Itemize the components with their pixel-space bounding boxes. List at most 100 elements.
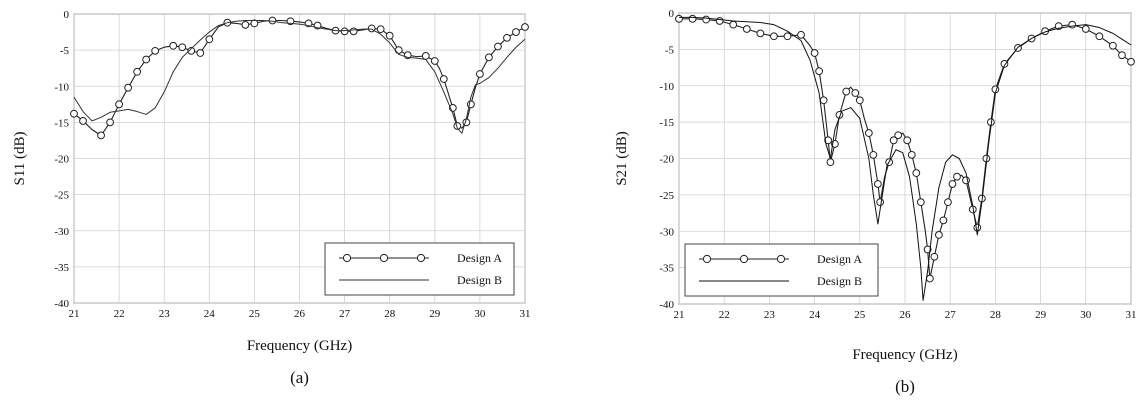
legend-marker-swatch — [739, 254, 749, 264]
x-tick-label: 23 — [159, 308, 171, 320]
data-point-marker — [494, 42, 502, 51]
data-point-marker — [873, 180, 882, 188]
y-tick-label: -20 — [54, 154, 69, 166]
data-point-marker — [815, 67, 824, 76]
y-tick-label: -25 — [54, 190, 69, 202]
data-point-marker — [894, 131, 903, 140]
x-tick-label: 21 — [674, 309, 685, 321]
data-point-marker — [340, 27, 349, 36]
y-tick-label: -30 — [659, 226, 674, 238]
data-point-marker — [903, 136, 912, 145]
panel-label: (a) — [290, 368, 309, 387]
legend-label: Design B — [817, 274, 862, 288]
data-point-marker — [851, 89, 860, 97]
y-tick-label: -35 — [659, 263, 674, 275]
data-point-marker — [715, 17, 724, 25]
legend-marker-swatch — [702, 254, 712, 264]
data-point-marker — [810, 49, 819, 57]
data-point-marker — [819, 96, 828, 105]
data-point-marker — [250, 19, 259, 28]
data-point-marker — [912, 169, 921, 177]
data-point-marker — [70, 109, 78, 118]
y-axis-label: S21 (dB) — [614, 131, 630, 186]
legend-box — [324, 242, 515, 296]
y-tick-label: -35 — [54, 262, 69, 274]
x-tick-label: 23 — [764, 309, 776, 321]
data-point-marker — [675, 14, 683, 23]
x-axis-label: Frequency (GHz) — [247, 338, 352, 354]
data-point-marker — [115, 100, 123, 109]
data-point-marker — [439, 75, 448, 83]
chart-panel-b: 21 22 23 24 25 26 27 28 29 30 31 0 -5 -10 -15 -20 -25 -30… — [614, 8, 1137, 396]
data-point-marker — [702, 15, 711, 24]
x-tick-label: 24 — [809, 309, 821, 321]
legend-label: Design A — [817, 252, 862, 266]
data-point-marker — [1127, 57, 1135, 66]
data-point-marker — [503, 33, 511, 42]
data-point-marker — [889, 136, 898, 145]
y-tick-label: 0 — [64, 9, 70, 21]
y-tick-label: -25 — [659, 190, 674, 202]
data-point-marker — [349, 27, 358, 36]
legend-label: Design A — [457, 251, 502, 265]
legend-marker-swatch — [776, 254, 786, 264]
data-point-marker — [729, 20, 738, 29]
data-point-marker — [864, 129, 873, 137]
data-point-marker — [1068, 20, 1077, 29]
y-tick-label: -15 — [659, 117, 674, 129]
data-point-marker — [916, 198, 925, 207]
data-point-marker — [876, 198, 885, 207]
data-point-marker — [948, 180, 957, 188]
data-point-marker — [930, 252, 939, 261]
x-tick-label: 22 — [114, 308, 125, 320]
y-tick-label: -20 — [659, 154, 674, 166]
data-point-marker — [521, 23, 529, 31]
data-point-marker — [869, 150, 878, 159]
data-point-marker — [241, 20, 250, 29]
x-tick-label: 25 — [249, 308, 261, 320]
data-point-marker — [855, 96, 864, 105]
x-tick-label: 31 — [520, 308, 531, 320]
data-point-marker — [79, 117, 87, 125]
y-tick-label: -5 — [665, 44, 675, 56]
x-tick-label: 24 — [204, 308, 216, 320]
x-tick-label: 26 — [900, 309, 912, 321]
x-axis-label: Frequency (GHz) — [852, 347, 957, 363]
legend-marker-swatch — [416, 253, 426, 263]
data-point-marker — [376, 25, 385, 34]
x-tick-label: 28 — [990, 309, 1002, 321]
data-point-marker — [385, 31, 394, 40]
legend-label: Design B — [457, 273, 502, 287]
data-point-marker — [1000, 60, 1009, 68]
data-point-marker — [770, 32, 778, 41]
data-point-marker — [205, 35, 214, 44]
panel-label: (b) — [895, 377, 915, 396]
x-tick-label: 31 — [1126, 309, 1137, 321]
series-line-design-b — [73, 20, 526, 134]
data-point-marker — [953, 172, 961, 181]
data-point-marker — [935, 230, 943, 239]
legend-marker-swatch — [342, 253, 352, 263]
data-point-marker — [178, 43, 187, 52]
x-tick-label: 26 — [294, 308, 306, 320]
y-tick-label: -15 — [54, 117, 69, 129]
x-tick-label: 25 — [854, 309, 866, 321]
data-point-marker — [842, 87, 851, 96]
data-point-marker — [944, 198, 952, 207]
data-point-marker — [742, 25, 751, 33]
data-point-marker — [1109, 41, 1117, 50]
x-tick-label: 29 — [1035, 309, 1047, 321]
chart-panel-a: 21 22 23 24 25 26 27 28 29 30 31 0 -5 -10 -15 -20 -25 -30… — [12, 9, 531, 387]
data-point-marker — [939, 216, 948, 225]
data-point-marker — [268, 16, 277, 25]
data-point-marker — [124, 83, 133, 92]
data-point-marker — [826, 158, 835, 167]
x-tick-label: 21 — [69, 308, 80, 320]
x-tick-label: 28 — [384, 308, 396, 320]
x-tick-label: 30 — [1080, 309, 1092, 321]
legend-box — [684, 243, 879, 297]
data-point-marker — [824, 136, 833, 145]
data-point-marker — [688, 14, 697, 23]
data-point-marker — [512, 28, 520, 36]
y-tick-label: -10 — [659, 81, 674, 93]
